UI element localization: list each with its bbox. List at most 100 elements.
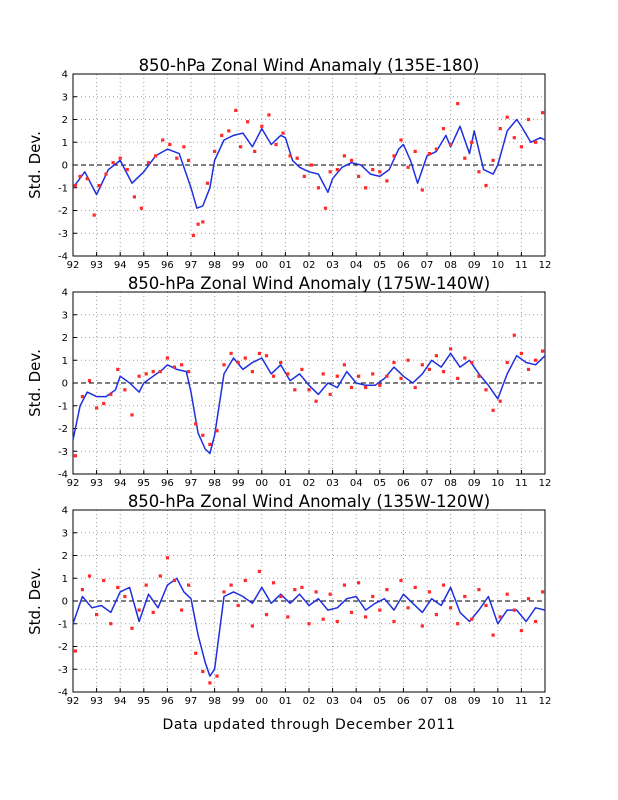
y-tick-label: -4 <box>58 252 68 263</box>
anomaly-point <box>498 127 502 131</box>
anomaly-point <box>130 626 134 630</box>
anomaly-point <box>456 102 460 106</box>
anomaly-point <box>118 156 122 160</box>
x-tick-label: 10 <box>491 696 504 707</box>
anomaly-point <box>314 399 318 403</box>
x-tick-label: 09 <box>468 478 481 489</box>
anomaly-point <box>441 127 446 131</box>
anomaly-point <box>470 617 474 621</box>
smoothed-anomaly-line <box>72 577 546 677</box>
y-tick-label: 1 <box>62 356 68 367</box>
anomaly-point <box>349 610 354 614</box>
x-tick-label: 07 <box>421 696 434 707</box>
x-tick-label: 02 <box>303 260 316 271</box>
anomaly-point <box>434 613 438 617</box>
anomaly-point <box>257 569 261 573</box>
anomaly-point <box>222 590 226 594</box>
anomaly-point <box>484 388 488 392</box>
anomaly-point <box>180 363 184 367</box>
x-tick-label: 01 <box>279 696 292 707</box>
anomaly-point <box>196 222 200 226</box>
x-tick-label: 09 <box>468 260 481 271</box>
y-axis-label: Std. Dev. <box>26 131 44 199</box>
anomaly-point <box>512 333 516 337</box>
anomaly-point <box>406 358 410 362</box>
x-tick-label: 92 <box>67 260 80 271</box>
anomaly-point <box>104 172 108 176</box>
x-tick-label: 04 <box>350 260 363 271</box>
x-tick-label: 12 <box>539 260 552 271</box>
anomaly-point <box>161 138 165 142</box>
anomaly-point <box>449 606 453 610</box>
anomaly-point <box>201 433 205 437</box>
x-tick-label: 01 <box>279 478 292 489</box>
panel-title: 850-hPa Zonal Wind Anomaly (175W-140W) <box>128 274 490 293</box>
anomaly-point <box>194 651 198 655</box>
anomaly-point <box>534 619 538 624</box>
x-tick-label: 03 <box>326 260 339 271</box>
y-tick-label: 2 <box>62 551 68 562</box>
anomaly-point <box>463 594 467 599</box>
y-tick-label: -2 <box>58 642 68 653</box>
y-tick-label: -1 <box>58 619 68 630</box>
y-tick-label: 4 <box>62 506 68 517</box>
x-tick-label: 93 <box>90 696 103 707</box>
anomaly-point <box>144 372 148 376</box>
anomaly-point <box>456 376 460 380</box>
x-tick-label: 99 <box>232 478 245 489</box>
anomaly-point <box>123 594 127 599</box>
anomaly-point <box>357 581 361 585</box>
x-tick-label: 99 <box>232 696 245 707</box>
anomaly-point <box>519 145 523 149</box>
x-tick-label: 00 <box>255 260 268 271</box>
y-tick-label: -4 <box>58 688 68 699</box>
y-tick-label: -1 <box>58 183 68 194</box>
x-tick-label: 10 <box>491 478 504 489</box>
x-tick-label: 08 <box>444 696 457 707</box>
anomaly-point <box>208 442 212 446</box>
x-tick-label: 04 <box>350 478 363 489</box>
anomaly-point <box>175 156 179 160</box>
anomaly-point <box>357 174 361 178</box>
anomaly-point <box>201 220 205 224</box>
x-tick-label: 93 <box>90 260 103 271</box>
anomaly-point <box>264 613 269 617</box>
x-tick-label: 97 <box>185 260 198 271</box>
anomaly-point <box>165 556 169 560</box>
anomaly-point <box>109 622 113 626</box>
anomaly-point <box>314 590 318 594</box>
anomaly-point <box>526 117 531 122</box>
anomaly-point <box>213 149 217 153</box>
anomaly-point <box>371 594 375 599</box>
anomaly-point <box>236 360 240 365</box>
panel-175w-140w: 850-hPa Zonal Wind Anomaly (175W-140W) S… <box>26 274 551 489</box>
y-tick-label: 0 <box>62 597 68 608</box>
anomaly-point <box>182 145 186 149</box>
x-tick-label: 02 <box>303 478 316 489</box>
anomaly-point <box>279 360 283 365</box>
anomaly-point <box>378 170 382 174</box>
anomaly-point <box>328 592 332 596</box>
anomaly-point <box>427 367 431 371</box>
y-tick-label: 1 <box>62 138 68 149</box>
anomaly-point <box>250 624 254 628</box>
anomaly-point <box>470 360 474 365</box>
y-tick-label: 1 <box>62 574 68 585</box>
x-tick-label: 04 <box>350 696 363 707</box>
anomaly-point <box>491 633 495 637</box>
anomaly-point <box>154 154 158 158</box>
panel-135e-180: 850-hPa Zonal Wind Anamaly (135E-180) St… <box>26 56 551 271</box>
anomaly-point <box>168 142 172 147</box>
x-tick-label: 00 <box>255 478 268 489</box>
anomaly-point <box>385 588 389 592</box>
x-tick-label: 97 <box>185 696 198 707</box>
x-tick-label: 07 <box>421 478 434 489</box>
x-tick-label: 95 <box>137 696 150 707</box>
anomaly-point <box>335 619 339 624</box>
anomaly-point <box>491 158 495 162</box>
x-tick-label: 97 <box>185 478 198 489</box>
anomaly-point <box>293 388 297 392</box>
y-tick-label: -2 <box>58 424 68 435</box>
anomaly-point <box>413 585 417 589</box>
anomaly-point <box>246 120 250 124</box>
